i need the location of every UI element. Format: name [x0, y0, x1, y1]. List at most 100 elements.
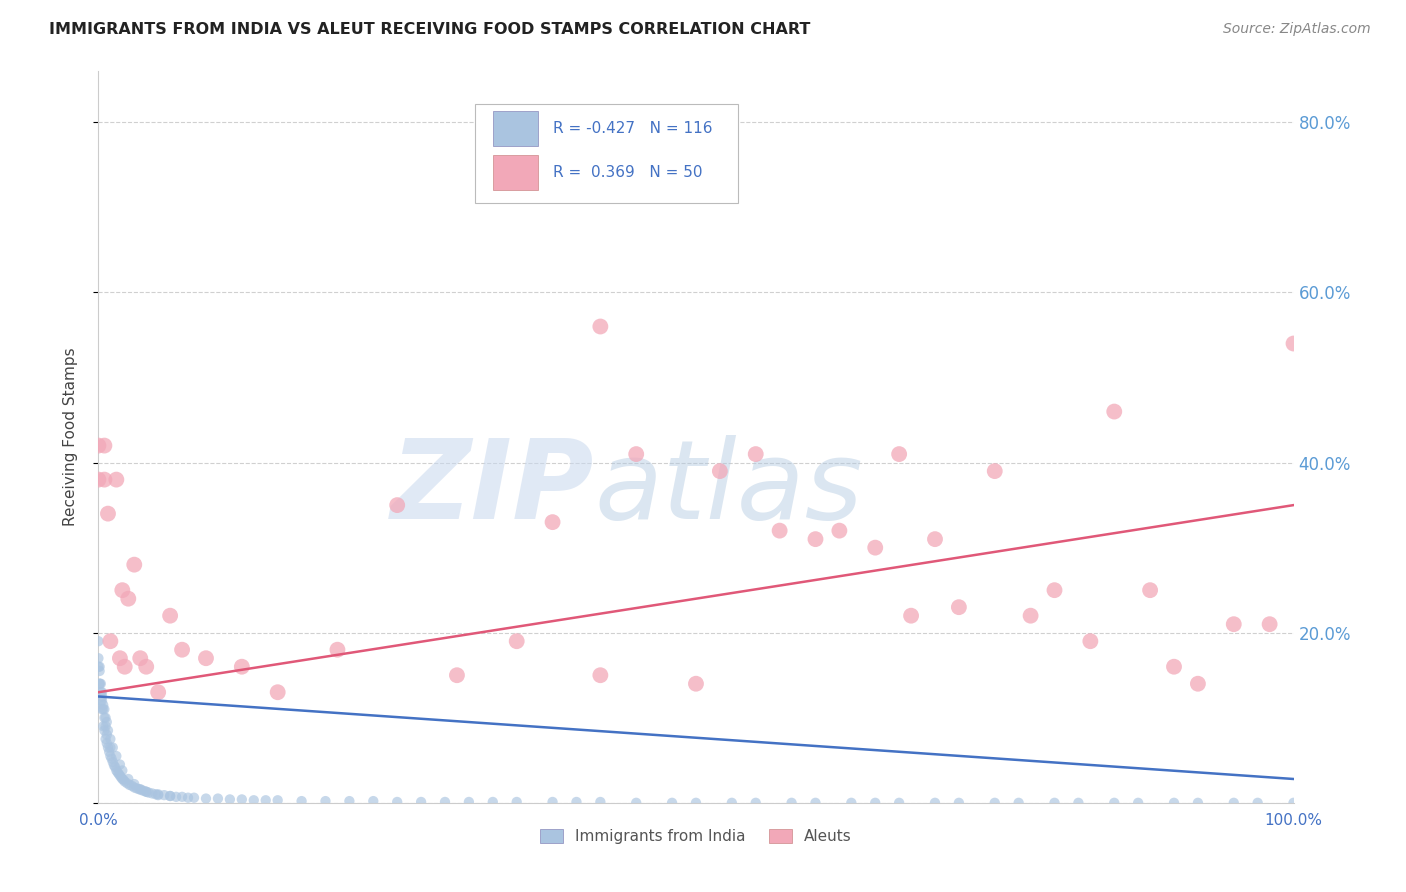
Point [131, 783, 153, 797]
Point [172, 642, 194, 657]
Point [94, 731, 117, 746]
Text: R =  0.369   N = 50: R = 0.369 N = 50 [553, 165, 702, 180]
Point [105, 749, 128, 764]
Point [231, 659, 253, 673]
Point [541, 795, 564, 809]
Point [117, 591, 139, 606]
Point [1258, 617, 1281, 632]
Point [1163, 659, 1185, 673]
Point [661, 796, 683, 810]
Point [91, 702, 114, 716]
Point [141, 787, 163, 801]
Point [924, 532, 946, 546]
Point [385, 498, 409, 512]
Point [89, 664, 111, 678]
Point [1019, 608, 1042, 623]
Point [89, 677, 111, 691]
Point [121, 779, 143, 793]
Point [984, 796, 1007, 810]
Point [111, 764, 134, 778]
Point [1043, 583, 1066, 598]
Point [108, 757, 131, 772]
Point [165, 789, 187, 804]
Point [87, 439, 110, 453]
Point [195, 791, 218, 805]
Point [105, 473, 128, 487]
Point [159, 789, 181, 803]
Point [745, 796, 768, 810]
Point [101, 755, 124, 769]
Point [93, 702, 115, 716]
Point [148, 788, 170, 802]
Point [94, 711, 117, 725]
Point [135, 785, 157, 799]
Point [231, 792, 253, 806]
Point [177, 790, 200, 805]
Point [148, 787, 170, 801]
Point [90, 677, 112, 691]
Point [107, 767, 129, 781]
Point [900, 608, 922, 623]
Text: atlas: atlas [595, 434, 863, 541]
Point [183, 790, 205, 805]
Point [506, 141, 529, 155]
Point [541, 515, 564, 529]
Text: Source: ZipAtlas.com: Source: ZipAtlas.com [1223, 22, 1371, 37]
Point [363, 794, 385, 808]
Point [93, 711, 115, 725]
Point [207, 791, 229, 805]
Text: IMMIGRANTS FROM INDIA VS ALEUT RECEIVING FOOD STAMPS CORRELATION CHART: IMMIGRANTS FROM INDIA VS ALEUT RECEIVING… [49, 22, 811, 37]
Point [111, 772, 134, 786]
Point [924, 796, 946, 810]
Point [685, 677, 707, 691]
Point [1139, 583, 1161, 598]
Point [267, 793, 290, 807]
Point [115, 776, 138, 790]
Point [1104, 404, 1126, 418]
Point [1128, 796, 1150, 810]
Point [411, 795, 433, 809]
Point [145, 787, 167, 801]
Point [1282, 336, 1305, 351]
Legend: Immigrants from India, Aleuts: Immigrants from India, Aleuts [534, 822, 858, 850]
Point [112, 772, 135, 787]
Point [1223, 617, 1246, 632]
Point [841, 796, 863, 810]
Point [129, 651, 152, 665]
Point [129, 782, 152, 797]
Point [434, 795, 457, 809]
Point [114, 774, 136, 789]
Point [565, 795, 588, 809]
Point [1163, 796, 1185, 810]
Point [1008, 796, 1031, 810]
Point [948, 796, 970, 810]
Point [1080, 634, 1102, 648]
Point [100, 751, 122, 765]
FancyBboxPatch shape [494, 111, 538, 145]
Point [804, 532, 827, 546]
Point [114, 659, 136, 673]
Point [1187, 677, 1209, 691]
Point [107, 765, 129, 780]
Point [326, 642, 349, 657]
Point [135, 785, 157, 799]
Point [90, 685, 112, 699]
Point [291, 794, 314, 808]
Point [1104, 796, 1126, 810]
Point [626, 796, 648, 810]
Point [91, 690, 114, 704]
Point [865, 796, 887, 810]
Point [111, 583, 134, 598]
Point [128, 782, 150, 797]
Point [110, 770, 132, 784]
Point [90, 694, 112, 708]
Point [91, 694, 114, 708]
Point [458, 795, 481, 809]
Point [98, 749, 122, 764]
Point [804, 796, 827, 810]
Point [108, 768, 131, 782]
Point [506, 795, 529, 809]
Point [87, 659, 110, 673]
Point [89, 659, 111, 673]
Point [1282, 796, 1305, 810]
